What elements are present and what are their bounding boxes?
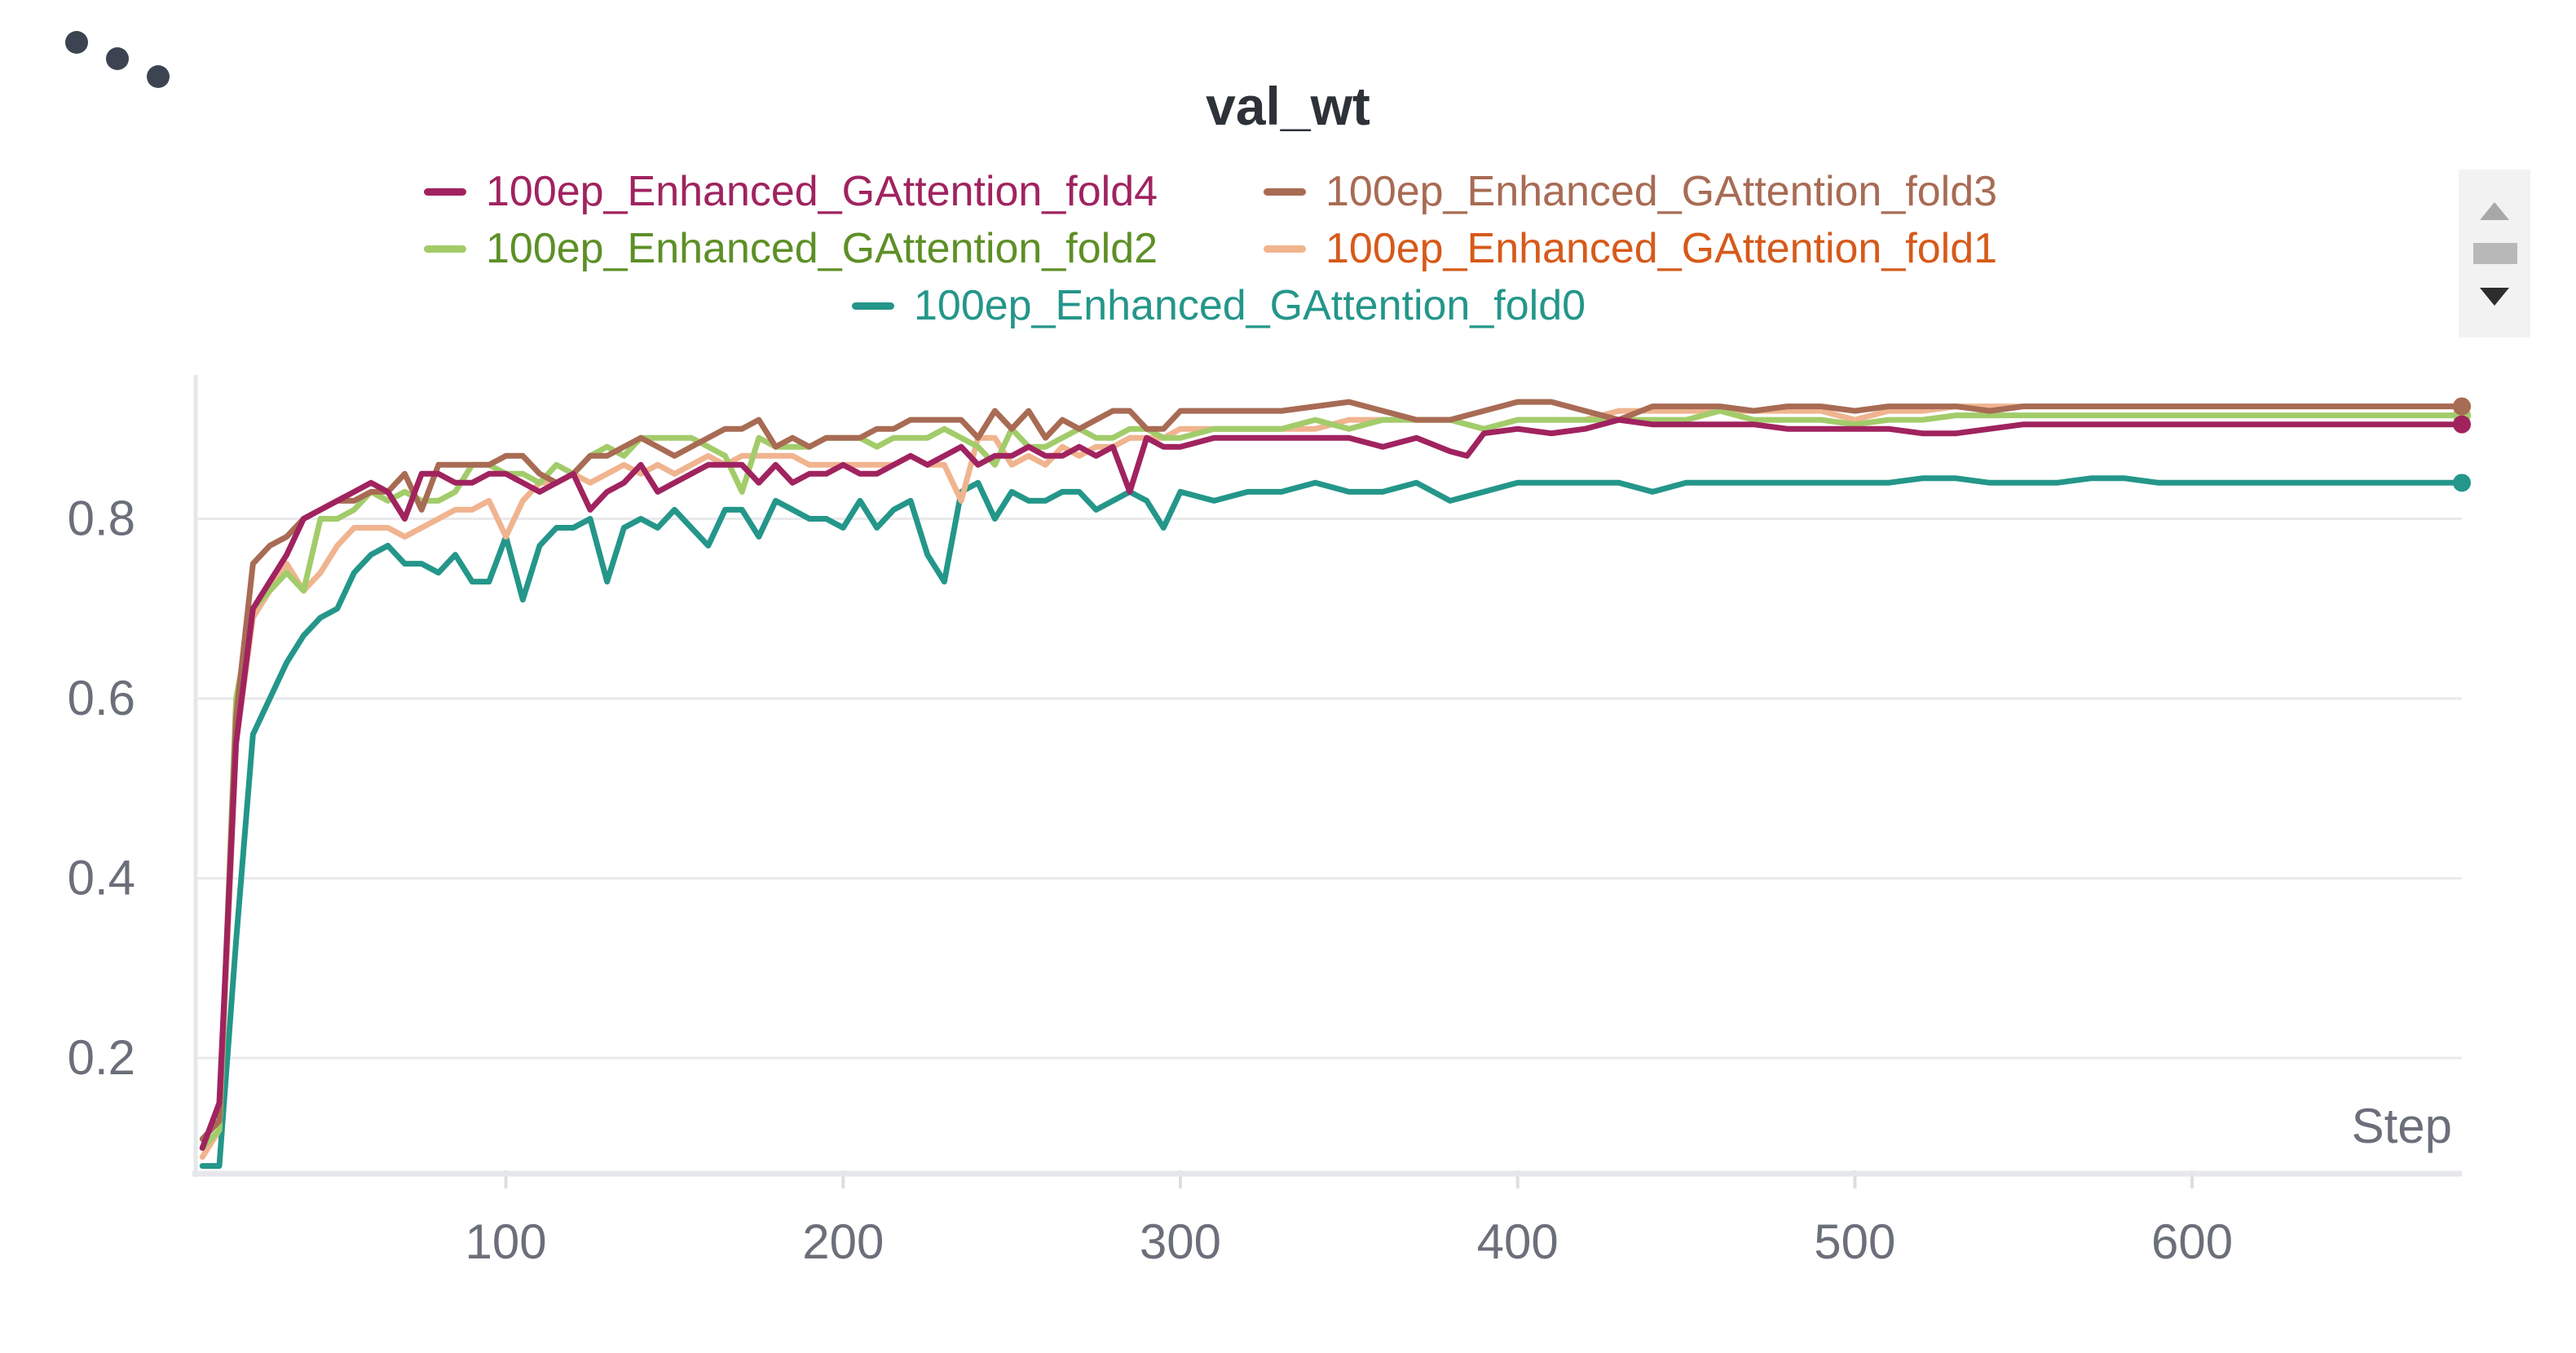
legend-item-fold0[interactable]: 100ep_Enhanced_GAttention_fold0 — [852, 281, 1586, 330]
y-tick-label: 0.2 — [68, 1030, 135, 1085]
scroll-down-icon[interactable] — [2480, 288, 2509, 306]
legend-swatch — [424, 245, 466, 253]
series-end-marker — [2453, 474, 2471, 492]
legend-label: 100ep_Enhanced_GAttention_fold3 — [1325, 168, 1998, 215]
series-end-marker — [2453, 415, 2471, 434]
x-tick-label: 500 — [1814, 1214, 1895, 1269]
legend-swatch — [1264, 187, 1306, 196]
legend-item-fold4[interactable]: 100ep_Enhanced_GAttention_fold4 — [424, 167, 1158, 216]
x-tick-label: 400 — [1477, 1214, 1559, 1269]
scroll-thumb[interactable] — [2473, 243, 2517, 264]
legend-label: 100ep_Enhanced_GAttention_fold1 — [1325, 225, 1998, 272]
legend-swatch — [424, 187, 466, 196]
legend-item-fold2[interactable]: 100ep_Enhanced_GAttention_fold2 — [424, 224, 1158, 273]
axes — [192, 375, 2462, 1188]
chart-legend: 100ep_Enhanced_GAttention_fold4 100ep_En… — [424, 167, 2136, 346]
x-tick-label: 300 — [1140, 1214, 1221, 1269]
legend-label: 100ep_Enhanced_GAttention_fold2 — [486, 225, 1158, 272]
series-line-100ep_Enhanced_GAttention_fold4 — [199, 416, 2465, 1151]
y-tick-label: 0.6 — [68, 671, 135, 725]
series-line-100ep_Enhanced_GAttention_fold0 — [199, 475, 2465, 1169]
x-tick-label: 600 — [2151, 1214, 2233, 1269]
menu-dot — [65, 31, 88, 54]
legend-swatch — [1264, 245, 1306, 253]
tick-labels: 0.2 0.4 0.6 0.8 100 200 300 400 500 600 — [68, 491, 2234, 1269]
menu-dot — [106, 47, 129, 70]
y-tick-label: 0.4 — [68, 851, 135, 906]
menu-dot — [147, 65, 170, 88]
legend-label: 100ep_Enhanced_GAttention_fold4 — [486, 168, 1158, 215]
legend-label: 100ep_Enhanced_GAttention_fold0 — [914, 282, 1586, 329]
legend-item-fold3[interactable]: 100ep_Enhanced_GAttention_fold3 — [1264, 167, 1997, 216]
x-tick-label: 200 — [802, 1214, 884, 1269]
series-line-100ep_Enhanced_GAttention_fold3 — [199, 399, 2465, 1142]
series-lines — [199, 397, 2471, 1169]
scroll-up-icon[interactable] — [2480, 202, 2509, 220]
y-tick-label: 0.8 — [68, 491, 135, 545]
more-options-icon[interactable] — [62, 29, 176, 95]
legend-swatch — [852, 302, 894, 310]
series-line-100ep_Enhanced_GAttention_fold2 — [199, 408, 2465, 1151]
legend-item-fold1[interactable]: 100ep_Enhanced_GAttention_fold1 — [1264, 224, 1997, 273]
x-axis-title: Step — [2352, 1099, 2452, 1153]
chart-title: val_wt — [1206, 76, 1370, 136]
legend-scrollbar[interactable] — [2459, 170, 2530, 337]
gridlines — [196, 517, 2462, 1060]
x-tick-label: 100 — [465, 1214, 547, 1269]
series-end-marker — [2453, 397, 2471, 416]
